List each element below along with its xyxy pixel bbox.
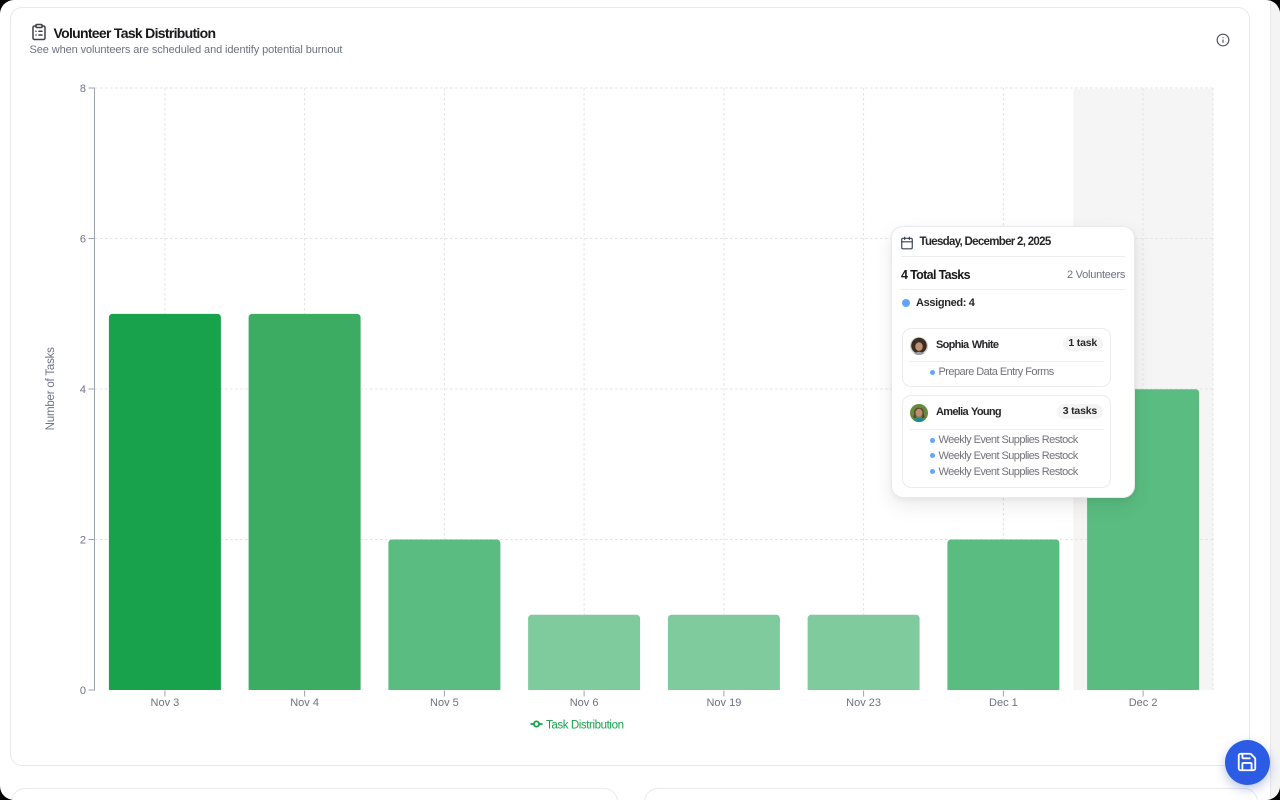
svg-text:Nov 3: Nov 3: [151, 697, 180, 709]
svg-text:Nov 23: Nov 23: [846, 697, 881, 709]
svg-text:0: 0: [80, 685, 86, 697]
svg-text:6: 6: [80, 234, 86, 246]
svg-text:Nov 6: Nov 6: [570, 697, 599, 709]
svg-text:Dec 1: Dec 1: [989, 697, 1018, 709]
svg-text:2: 2: [80, 535, 86, 547]
svg-text:Nov 5: Nov 5: [430, 697, 459, 709]
svg-text:8: 8: [80, 83, 86, 95]
svg-text:Dec 2: Dec 2: [1129, 697, 1158, 709]
svg-text:Number of Tasks: Number of Tasks: [45, 347, 57, 431]
svg-text:4: 4: [80, 384, 86, 396]
svg-text:Nov 4: Nov 4: [290, 697, 319, 709]
svg-text:Task Distribution: Task Distribution: [546, 720, 624, 732]
svg-text:Nov 19: Nov 19: [706, 697, 741, 709]
